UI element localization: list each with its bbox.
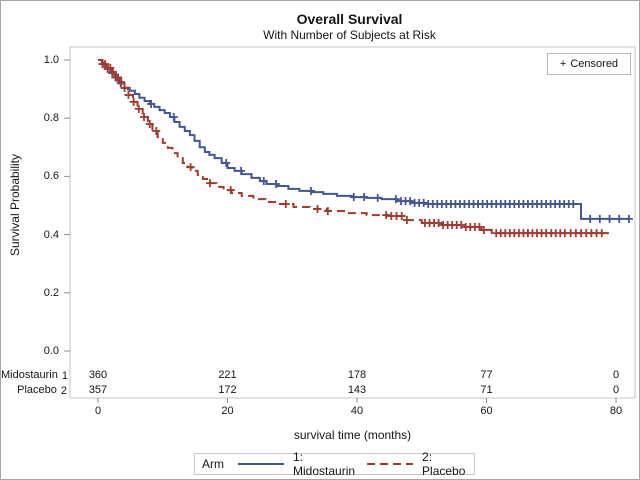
- at-risk-count: 178: [347, 369, 367, 381]
- censor-mark-arm2: [281, 200, 290, 209]
- x-axis-title: survival time (months): [293, 428, 412, 442]
- censor-mark-arm1: [349, 193, 358, 202]
- y-tick-label: 1.0: [43, 54, 59, 66]
- censor-mark-arm1: [169, 113, 178, 122]
- censor-mark-arm1: [272, 179, 281, 188]
- x-tick-label: 0: [94, 405, 102, 417]
- censored-legend-label: Censored: [570, 58, 619, 70]
- legend-title: Arm: [202, 457, 224, 471]
- censor-mark-arm2: [475, 223, 484, 232]
- censor-mark-arm2: [129, 97, 138, 106]
- censor-mark-arm2: [597, 229, 606, 238]
- censor-mark-arm2: [434, 218, 443, 227]
- legend-entry-label: 2: Placebo: [422, 450, 466, 478]
- arm-legend: Arm 1: Midostaurin 2: Placebo: [194, 450, 477, 478]
- censor-mark-arm1: [307, 186, 316, 195]
- legend-entry-label: 1: Midostaurin: [293, 450, 356, 478]
- x-tick-label: 80: [609, 405, 623, 417]
- x-tick-label: 20: [221, 405, 234, 417]
- legend-entry-arm2: 2: Placebo: [367, 450, 465, 478]
- censor-mark-arm1: [624, 214, 633, 223]
- at-risk-count: 172: [218, 384, 237, 396]
- censor-mark-arm2: [402, 216, 411, 225]
- censor-mark-arm2: [206, 179, 215, 188]
- censor-mark-arm1: [605, 214, 614, 223]
- legend-entries: 1: Midostaurin 2: Placebo: [238, 450, 477, 478]
- censor-mark-arm2: [145, 120, 154, 129]
- censor-mark-arm1: [595, 214, 604, 223]
- y-tick-label: 0.4: [43, 228, 59, 241]
- at-risk-count: 360: [88, 369, 108, 381]
- censor-mark-arm2: [457, 220, 466, 229]
- plot-frame: [69, 46, 636, 399]
- y-tick-label: 0.6: [43, 170, 59, 183]
- at-risk-count: 0: [612, 384, 620, 396]
- x-tick-label: 60: [480, 405, 493, 417]
- censor-mark-arm2: [117, 78, 126, 87]
- censor-mark-arm2: [479, 225, 488, 234]
- censor-mark-arm1: [147, 99, 156, 108]
- at-risk-row-label: Placebo 2: [1, 383, 67, 397]
- censor-mark-arm1: [406, 197, 415, 206]
- page-title: Overall Survival: [296, 11, 403, 27]
- at-risk-count: 71: [480, 384, 493, 396]
- censor-mark-arm2: [152, 127, 161, 136]
- censor-mark-arm1: [419, 198, 428, 207]
- at-risk-count: 357: [88, 384, 108, 396]
- at-risk-count: 77: [480, 369, 493, 381]
- censor-mark-arm1: [586, 214, 595, 223]
- censor-mark-arm2: [108, 67, 117, 76]
- censor-mark-arm2: [186, 163, 195, 172]
- at-risk-arm-number: 2: [60, 385, 67, 397]
- at-risk-count: 221: [218, 369, 237, 381]
- censor-mark-arm2: [226, 186, 235, 195]
- at-risk-count: 0: [612, 369, 620, 381]
- censor-mark-arm2: [139, 113, 148, 122]
- legend-entry-arm1: 1: Midostaurin: [238, 450, 355, 478]
- censor-mark-arm1: [360, 193, 369, 202]
- censor-mark-arm2: [313, 204, 322, 213]
- plus-marker-icon: +: [559, 58, 567, 70]
- censor-mark-arm2: [134, 104, 143, 113]
- censor-mark-arm1: [569, 200, 578, 209]
- censor-mark-arm1: [391, 195, 400, 204]
- page-subtitle: With Number of Subjects at Risk: [263, 28, 436, 42]
- censor-mark-arm1: [237, 166, 246, 175]
- y-tick-label: 0.0: [43, 345, 59, 357]
- x-tick-label: 40: [350, 405, 364, 417]
- censor-mark-arm2: [114, 73, 123, 82]
- censor-mark-arm2: [120, 83, 129, 92]
- dashed-line-swatch: [367, 463, 414, 465]
- y-tick-label: 0.8: [43, 112, 59, 125]
- censor-mark-arm2: [397, 211, 406, 220]
- at-risk-group-name: Placebo: [17, 384, 57, 396]
- y-axis-title: Survival Probability: [8, 153, 22, 257]
- censor-mark-arm1: [615, 214, 624, 223]
- at-risk-group-name: Midostaurin: [1, 369, 58, 381]
- survival-curve-arm1: [98, 59, 629, 220]
- censor-mark-arm2: [124, 90, 133, 99]
- at-risk-count: 143: [347, 384, 367, 396]
- censor-mark-arm1: [259, 177, 268, 186]
- y-tick-label: 0.2: [43, 286, 59, 299]
- censor-mark-arm1: [373, 193, 382, 202]
- censor-mark-arm1: [222, 159, 231, 168]
- censor-mark-arm2: [323, 207, 332, 216]
- at-risk-arm-number: 1: [61, 370, 68, 382]
- at-risk-row-label: Midostaurin 1: [1, 368, 68, 382]
- censored-legend: + Censored: [547, 53, 631, 75]
- solid-line-swatch: [238, 463, 284, 465]
- censor-mark-arm2: [106, 63, 115, 72]
